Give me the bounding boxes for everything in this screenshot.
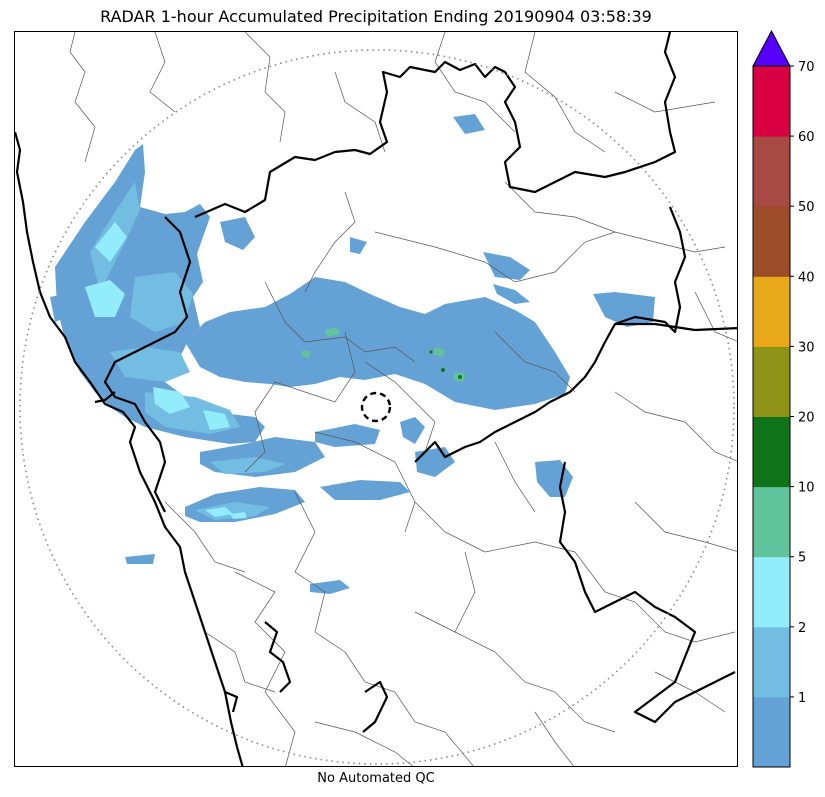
- precip-area-se-small: [125, 554, 155, 564]
- colorbar-tick-label: 5: [798, 551, 806, 566]
- colorbar-segment: [753, 486, 790, 558]
- colorbar-segment: [753, 136, 790, 207]
- precip-area-north-3: [350, 237, 367, 254]
- colorbar-segment: [753, 696, 790, 768]
- precip-area-south-5: [310, 580, 350, 594]
- precipitation-layer-10-20: [429, 350, 462, 379]
- state-border-west-inner: [103, 216, 192, 513]
- colorbar-extend-arrow: [752, 30, 791, 67]
- precip-area-east-5: [415, 447, 455, 477]
- colorbar-tick-label: 10: [798, 481, 815, 496]
- precip-area-east-4: [535, 460, 573, 497]
- state-border-north: [194, 32, 677, 219]
- map-canvas: [15, 32, 737, 766]
- precip-area-north-1: [220, 217, 255, 250]
- coastline: [15, 131, 244, 766]
- colorbar-tick-label: 1: [798, 691, 806, 706]
- colorbar: 1 2 5 10 20 30 40 50 60 70: [752, 30, 815, 768]
- colorbar-tick-label: 60: [798, 130, 815, 145]
- precip-area-west-small: [50, 294, 67, 322]
- map-title: RADAR 1-hour Accumulated Precipitation E…: [100, 7, 652, 26]
- radar-map: [14, 31, 738, 767]
- precip-area-north-2: [453, 114, 485, 134]
- qc-status-label: No Automated QC: [317, 771, 435, 786]
- colorbar-tick-label: 2: [798, 621, 806, 636]
- colorbar-segment: [753, 556, 790, 628]
- colorbar-segment: [753, 66, 790, 137]
- state-border-east-2: [615, 322, 737, 332]
- radar-site-marker: [360, 391, 392, 423]
- precip-area-central: [185, 277, 570, 410]
- colorbar-tick-label: 30: [798, 340, 815, 355]
- precip-area-south-4: [320, 480, 410, 500]
- colorbar-segment: [753, 276, 790, 347]
- precipitation-layer: [50, 114, 655, 594]
- colorbar-segment: [753, 346, 790, 417]
- precip-area-east-1: [483, 252, 530, 280]
- precip-area-east-2: [493, 284, 530, 304]
- state-border-se: [558, 461, 736, 724]
- state-border-east: [549, 206, 687, 403]
- precip-area-south-3: [315, 424, 380, 447]
- state-boundaries: [15, 32, 737, 766]
- colorbar-tick-label: 70: [798, 60, 815, 75]
- radar-range-ring: [19, 49, 735, 765]
- colorbar-tick-label: 20: [798, 411, 815, 426]
- state-border-southeast: [414, 401, 551, 463]
- district-boundaries: [69, 32, 737, 766]
- colorbar-segment: [753, 416, 790, 488]
- colorbar-tick-label: 50: [798, 200, 815, 215]
- precipitation-layer-2-5: [85, 222, 247, 519]
- colorbar-segment: [753, 626, 790, 698]
- precip-area-east-6: [400, 417, 425, 444]
- colorbar-tick-label: 40: [798, 270, 815, 285]
- colorbar-segment: [753, 206, 790, 277]
